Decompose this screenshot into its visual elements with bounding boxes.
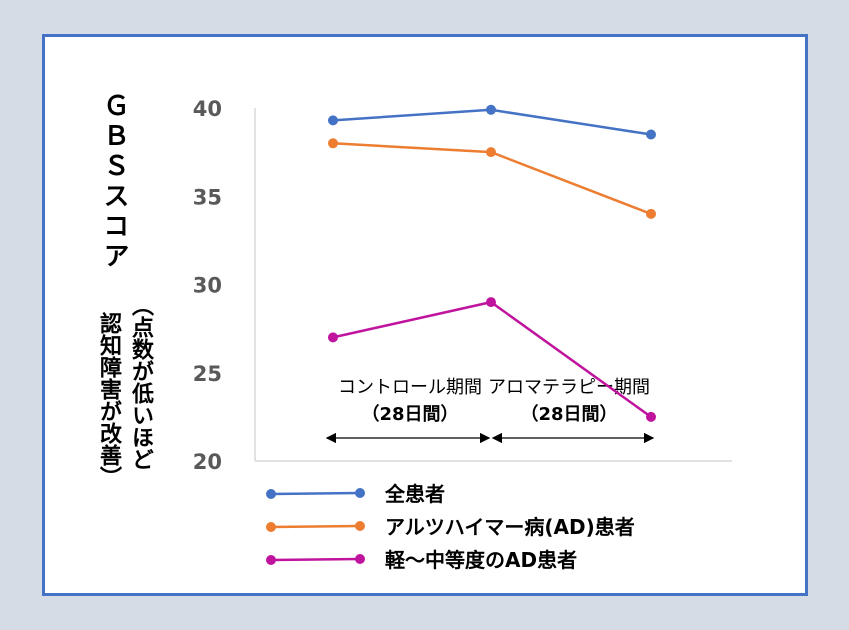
y-axis-label: ＧＢＳスコア [99, 92, 129, 272]
data-point [486, 147, 496, 158]
legend-marker [355, 488, 365, 498]
data-point [328, 332, 338, 343]
data-point [646, 208, 656, 219]
legend-entry: 全患者 [384, 482, 445, 506]
data-point [328, 138, 338, 149]
period-label: コントロール期間 [338, 377, 482, 398]
legend-marker [266, 522, 276, 532]
legend-marker [266, 555, 276, 565]
y-axis-note-line1: （点数が低いほど [128, 294, 153, 470]
chart-frame [42, 34, 808, 596]
period-duration: （28日間） [520, 404, 617, 425]
data-point [328, 115, 338, 126]
period-duration: （28日間） [361, 404, 458, 425]
y-tick-label: 35 [193, 185, 222, 209]
legend-entry: 軽～中等度のAD患者 [385, 548, 577, 572]
period-label: アロマテラピー期間 [488, 377, 650, 398]
y-tick-label: 30 [193, 274, 222, 298]
legend-marker [355, 554, 365, 564]
legend-marker [355, 521, 365, 531]
data-point [646, 129, 656, 140]
y-axis-note-line2: 認知障害が改善） [96, 312, 121, 488]
y-tick-label: 25 [193, 362, 222, 386]
y-tick-label: 20 [193, 450, 222, 474]
series-line-2 [332, 300, 652, 418]
legend-line [270, 524, 361, 529]
y-tick-label: 40 [193, 97, 222, 121]
data-point [486, 297, 496, 308]
data-point [646, 411, 656, 422]
legend-line [270, 557, 361, 562]
legend-line [270, 491, 361, 496]
legend-marker [266, 489, 276, 499]
data-point [486, 104, 496, 115]
legend-entry: アルツハイマー病(AD)患者 [385, 515, 635, 539]
